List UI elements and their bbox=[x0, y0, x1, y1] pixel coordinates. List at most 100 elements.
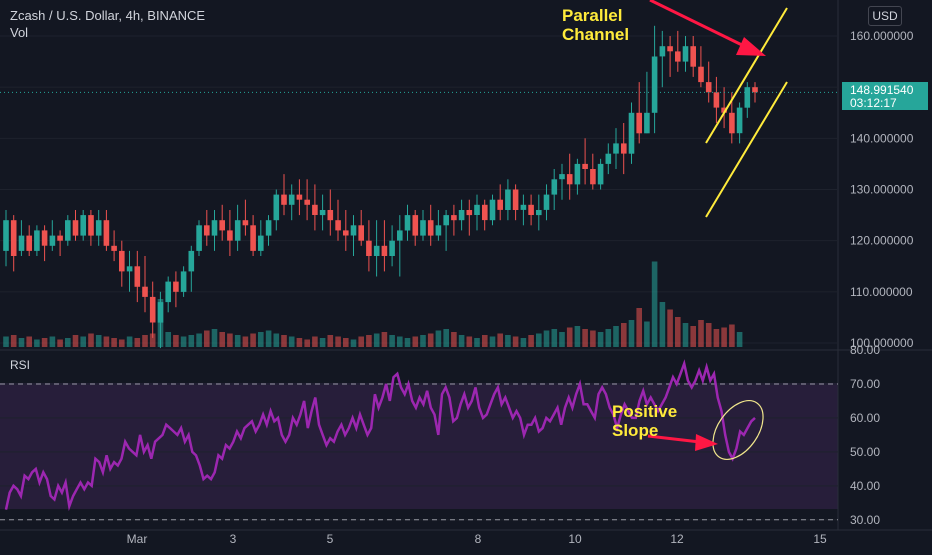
last-price-tag: 148.991540 03:12:17 bbox=[842, 82, 928, 110]
candle-body bbox=[281, 194, 287, 205]
candle-body bbox=[119, 250, 125, 272]
candle-body bbox=[690, 46, 696, 67]
price-tick-label: 160.000000 bbox=[850, 29, 914, 43]
volume-bar bbox=[142, 335, 148, 347]
volume-bar bbox=[366, 335, 372, 347]
candle-body bbox=[705, 82, 712, 93]
parallel-channel-annotation: Parallel Channel bbox=[562, 6, 629, 44]
time-tick-label: 12 bbox=[670, 532, 684, 546]
candle-body bbox=[451, 215, 457, 221]
candle-body bbox=[528, 204, 534, 215]
time-tick-label: 15 bbox=[813, 532, 827, 546]
candle-body bbox=[49, 235, 56, 246]
annotation-arrow bbox=[649, 0, 743, 47]
volume-bar bbox=[443, 329, 449, 347]
candle-body bbox=[350, 225, 357, 236]
candle-body bbox=[304, 199, 310, 205]
rsi-line bbox=[4, 359, 756, 512]
candle-body bbox=[427, 220, 434, 236]
volume-bar bbox=[651, 261, 658, 347]
volume-bar bbox=[312, 336, 318, 347]
slope-arrow bbox=[647, 434, 701, 444]
volume-bar bbox=[389, 335, 395, 347]
candle-body bbox=[497, 199, 503, 210]
volume-bar bbox=[536, 333, 542, 347]
candle-body bbox=[288, 194, 295, 205]
volume-bar bbox=[675, 317, 681, 347]
candle-body bbox=[667, 46, 673, 52]
candle-body bbox=[366, 240, 372, 256]
annotation-line: Slope bbox=[612, 421, 659, 440]
candle-body bbox=[651, 56, 658, 113]
volume-bar bbox=[559, 332, 565, 347]
volume-bar bbox=[10, 335, 17, 347]
price-tick-label: 110.000000 bbox=[850, 285, 913, 299]
candle-body bbox=[698, 66, 704, 83]
candle-body bbox=[443, 215, 449, 226]
volume-bar bbox=[149, 333, 156, 347]
rsi-tick-label: 30.00 bbox=[850, 513, 880, 527]
candle-body bbox=[466, 210, 473, 216]
volume-bar bbox=[605, 329, 612, 347]
candle-body bbox=[227, 230, 233, 241]
volume-bar bbox=[613, 326, 619, 347]
volume-bar bbox=[273, 333, 280, 347]
volume-bar bbox=[721, 327, 727, 347]
volume-bar bbox=[528, 335, 534, 347]
candle-body bbox=[80, 215, 86, 236]
volume-bar bbox=[590, 330, 596, 347]
volume-bar bbox=[288, 336, 295, 347]
candle-body bbox=[296, 194, 303, 200]
candle-body bbox=[744, 87, 751, 108]
candle-body bbox=[18, 235, 25, 251]
volume-bar bbox=[350, 339, 357, 347]
volume-bar bbox=[520, 338, 527, 347]
currency-button[interactable]: USD bbox=[868, 6, 902, 26]
volume-bar bbox=[88, 333, 94, 347]
volume-bar bbox=[466, 336, 473, 347]
rsi-tick-label: 70.00 bbox=[850, 377, 880, 391]
volume-bar bbox=[628, 320, 635, 347]
candle-body bbox=[543, 194, 550, 210]
candle-body bbox=[126, 266, 133, 272]
candle-body bbox=[319, 210, 326, 216]
candle-body bbox=[605, 153, 612, 164]
candle-body bbox=[173, 281, 179, 292]
candle-body bbox=[389, 240, 395, 256]
candle-body bbox=[111, 245, 117, 251]
volume-bar bbox=[343, 338, 349, 347]
candle-body bbox=[265, 220, 272, 236]
candle-body bbox=[250, 225, 256, 251]
time-tick-label: 10 bbox=[568, 532, 582, 546]
price-tick-label: 120.000000 bbox=[850, 234, 914, 248]
volume-bar bbox=[705, 323, 712, 347]
volume-bar bbox=[729, 324, 735, 347]
volume-bar bbox=[227, 333, 233, 347]
price-tick-label: 130.000000 bbox=[850, 183, 914, 197]
candle-body bbox=[65, 220, 71, 241]
symbol-title: Zcash / U.S. Dollar, 4h, BINANCE bbox=[10, 8, 206, 23]
volume-bar bbox=[497, 333, 503, 347]
candle-body bbox=[103, 220, 110, 246]
candle-body bbox=[404, 215, 411, 231]
candle-body bbox=[188, 250, 195, 272]
candle-body bbox=[157, 302, 164, 323]
volume-bar bbox=[358, 336, 364, 347]
candle-body bbox=[675, 51, 681, 62]
volume-bar bbox=[505, 335, 511, 347]
volume-bar bbox=[381, 332, 388, 347]
candle-body bbox=[636, 112, 642, 134]
volume-bar bbox=[458, 335, 465, 347]
volume-bar bbox=[95, 335, 102, 347]
rsi-tick-label: 60.00 bbox=[850, 411, 880, 425]
candle-body bbox=[134, 266, 141, 287]
volume-bar bbox=[690, 326, 696, 347]
volume-bar bbox=[574, 326, 581, 347]
volume-bar bbox=[188, 335, 195, 347]
candle-body bbox=[180, 271, 187, 292]
candle-body bbox=[204, 225, 210, 236]
volume-bar bbox=[698, 320, 704, 347]
volume-bar bbox=[219, 332, 225, 347]
